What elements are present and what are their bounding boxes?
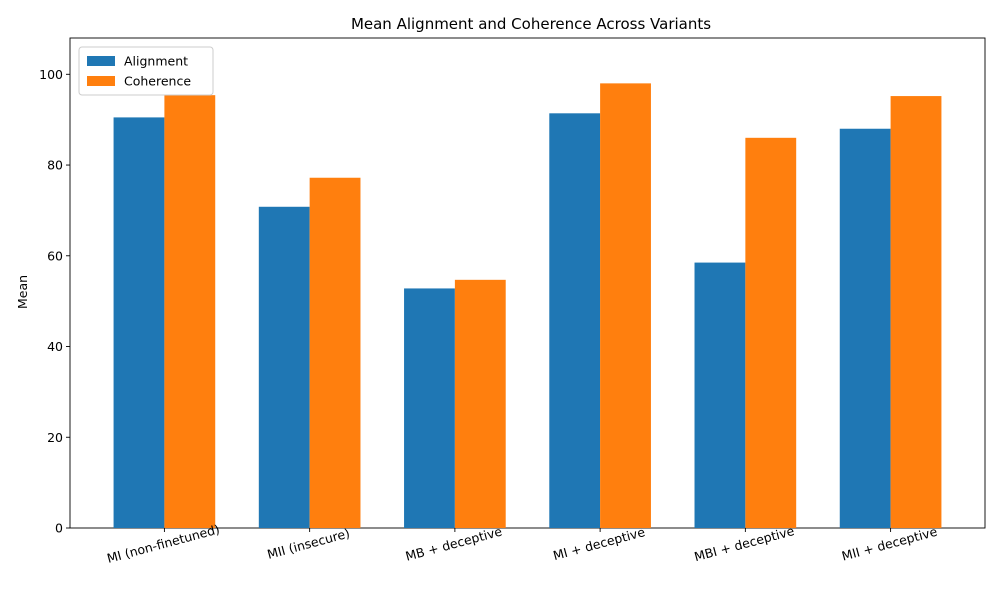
y-tick-label: 80: [47, 158, 63, 173]
bar-alignment-3: [549, 113, 601, 528]
legend-swatch-coherence: [87, 76, 115, 86]
bar-coherence-2: [454, 279, 506, 528]
legend-label-coherence: Coherence: [124, 74, 191, 89]
bar-coherence-1: [309, 177, 361, 529]
y-tick-label: 20: [47, 430, 63, 445]
legend-swatch-alignment: [87, 56, 115, 66]
y-tick-label: 100: [39, 67, 63, 82]
bar-alignment-2: [404, 288, 455, 528]
y-tick-label: 0: [55, 521, 63, 536]
plot-area: [69, 37, 986, 529]
legend: Alignment Coherence: [78, 46, 214, 96]
axes-frame: [69, 37, 986, 529]
bar-coherence-4: [745, 137, 797, 528]
bar-coherence-3: [600, 83, 651, 529]
bar-coherence-5: [890, 96, 942, 528]
y-axis-label: Mean: [15, 275, 30, 309]
bar-alignment-1: [258, 206, 310, 528]
bar-alignment-0: [113, 117, 165, 529]
y-axis: 0 20 40 60 80 100: [39, 67, 70, 536]
legend-label-alignment: Alignment: [124, 54, 188, 69]
y-tick-label: 60: [47, 248, 63, 263]
bar-alignment-4: [694, 262, 746, 528]
bars-group: [113, 83, 942, 529]
y-tick-label: 40: [47, 339, 63, 354]
bar-alignment-5: [839, 128, 891, 529]
chart-title: Mean Alignment and Coherence Across Vari…: [351, 15, 711, 33]
bar-coherence-0: [164, 95, 216, 529]
